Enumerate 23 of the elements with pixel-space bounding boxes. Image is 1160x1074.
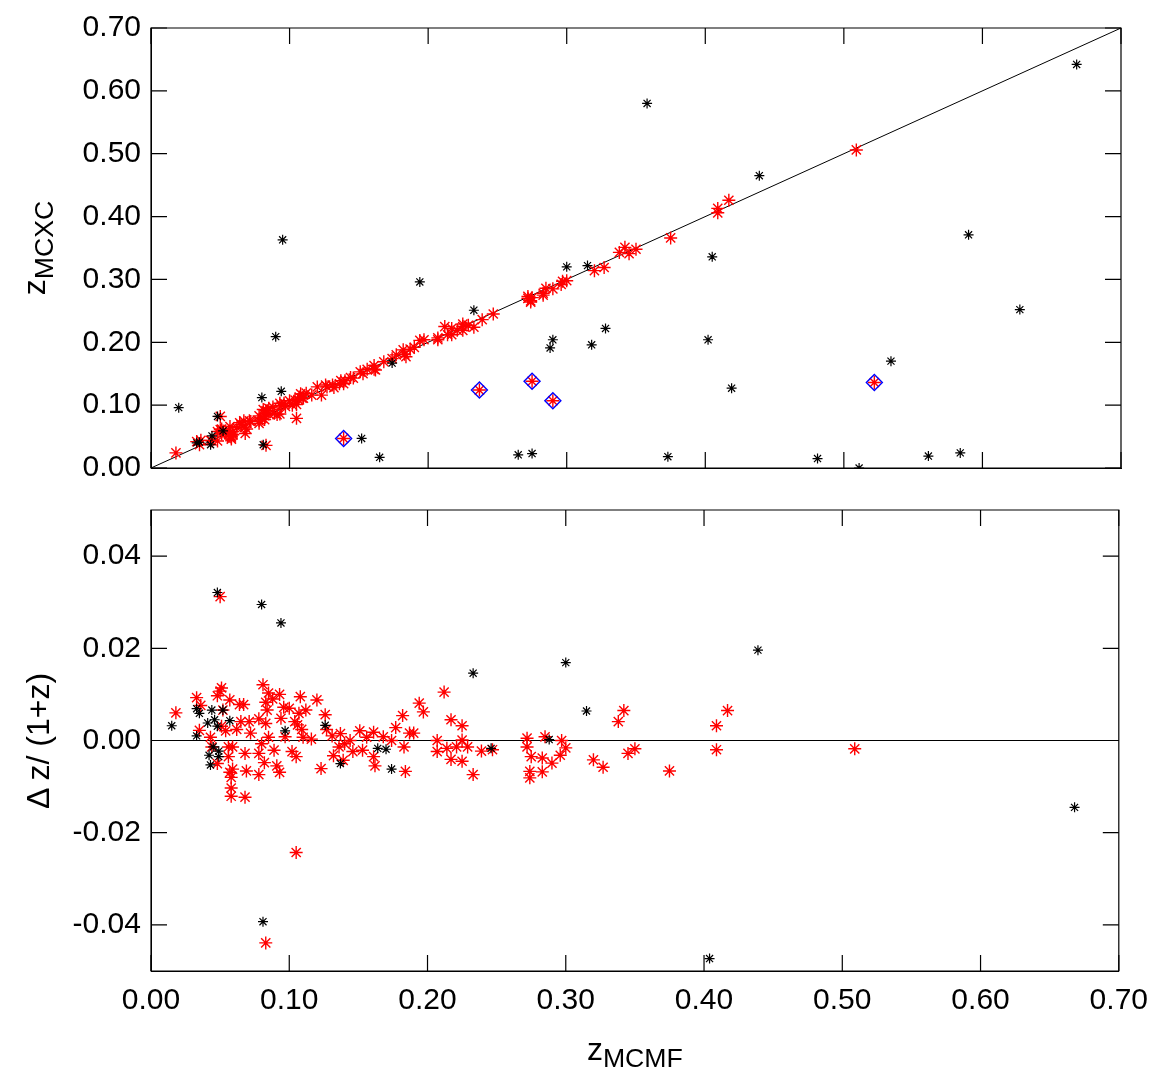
x-tick-label: 0.40 <box>674 982 734 1016</box>
x-tick-label: 0.20 <box>398 982 457 1016</box>
y-tick-label: 0.40 <box>82 197 141 231</box>
y-tick-label: 0.04 <box>82 537 141 571</box>
x-tick-label: 0.00 <box>121 982 181 1016</box>
y-tick-label: 0.10 <box>82 386 141 420</box>
y-axis-title: Δ z/ (1+z) <box>20 672 56 809</box>
y-tick-label: -0.02 <box>72 813 141 847</box>
y-tick-label: 0.30 <box>82 260 141 294</box>
y-tick-label: -0.04 <box>72 906 141 940</box>
x-tick-label: 0.70 <box>1089 982 1148 1016</box>
y-tick-label: 0.02 <box>82 629 141 663</box>
y-tick-label: 0.00 <box>82 449 141 483</box>
y-tick-label: 0.00 <box>82 721 141 755</box>
y-tick-label: 0.20 <box>82 323 141 357</box>
x-tick-label: 0.50 <box>813 982 872 1016</box>
y-tick-label: 0.50 <box>82 134 141 168</box>
x-tick-label: 0.10 <box>260 982 319 1016</box>
x-tick-label: 0.30 <box>536 982 595 1016</box>
y-tick-label: 0.70 <box>82 9 141 43</box>
x-tick-label: 0.60 <box>951 982 1010 1016</box>
x-axis-title: z$_{MCMF}$ <box>586 1031 683 1074</box>
y-tick-label: 0.60 <box>82 72 141 106</box>
